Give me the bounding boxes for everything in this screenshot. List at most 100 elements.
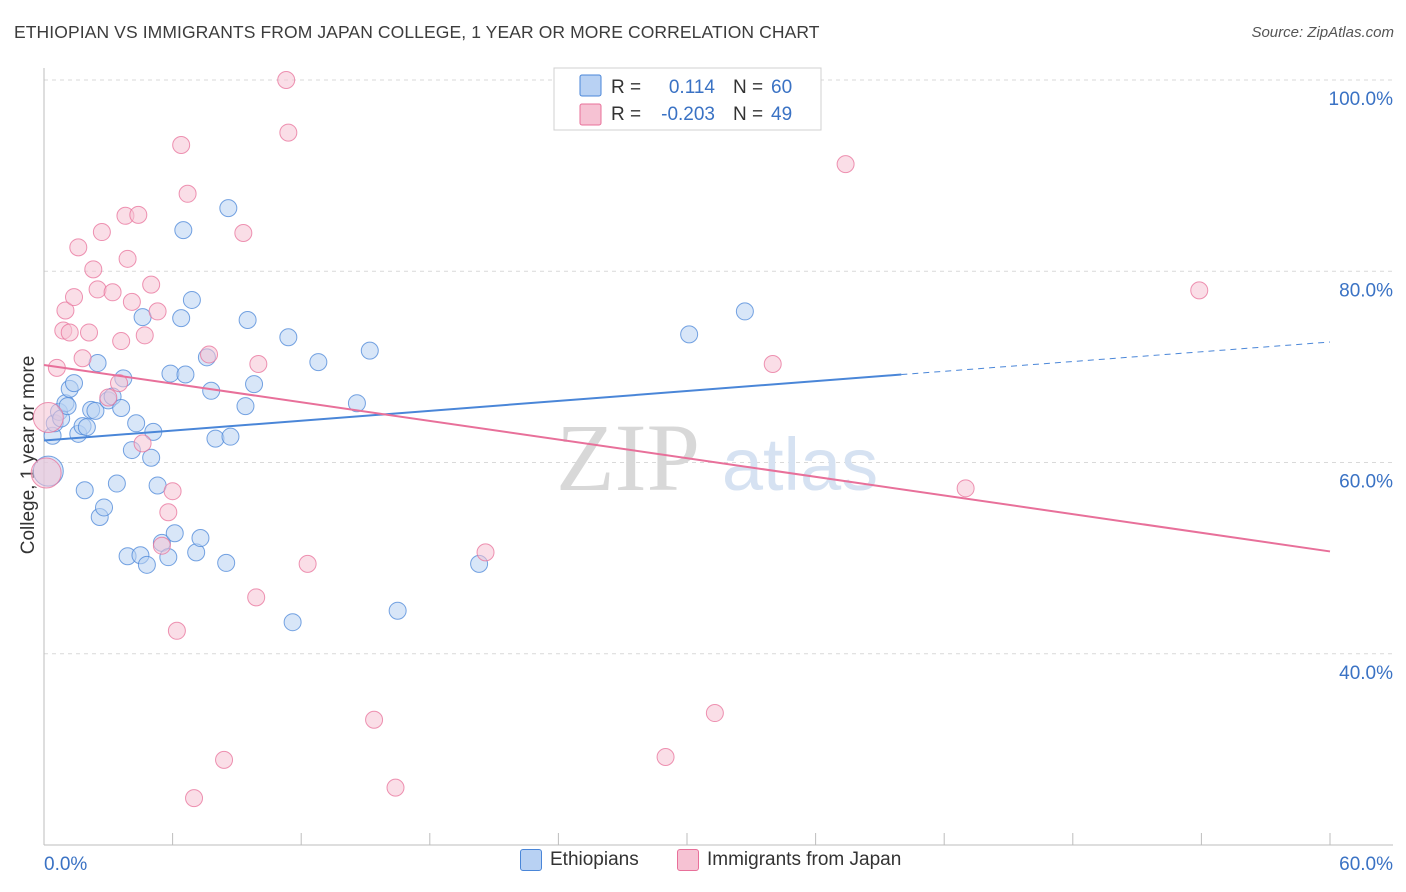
ethiopian-point [95, 498, 114, 517]
x-tick-label-max: 60.0% [1339, 854, 1393, 875]
japan-point [215, 750, 234, 769]
japan-point [167, 621, 186, 640]
ethiopian-point [245, 375, 264, 394]
japan-point [386, 778, 405, 797]
japan-point [279, 123, 298, 142]
ethiopian-point [360, 341, 379, 360]
stats-box: R = 0.114 N = 60 R = -0.203 N = 49 [553, 67, 822, 131]
ethiopian-point [137, 555, 156, 574]
ethiopian-point [172, 309, 191, 328]
ethiopian-point [86, 401, 105, 420]
japan-point [159, 503, 178, 522]
japan-point [142, 275, 161, 294]
stats-n-label-pink: N = [733, 104, 763, 125]
legend-swatch-blue [520, 849, 542, 871]
japan-point [705, 704, 724, 723]
ethiopian-point [221, 427, 240, 446]
tick-labels: 40.0% 60.0% 80.0% 100.0% 0.0% 60.0% [44, 89, 1393, 875]
japan-point [73, 349, 92, 368]
japan-point [103, 283, 122, 302]
stats-n-label-blue: N = [733, 77, 763, 98]
japan-point [92, 223, 111, 242]
y-tick-label: 80.0% [1339, 280, 1393, 301]
ethiopian-point [309, 353, 328, 372]
ethiopian-point [148, 476, 167, 495]
ethiopian-point [206, 429, 225, 448]
japan-point [234, 224, 253, 242]
stats-n-value-pink: 49 [771, 104, 792, 125]
japan-point [1190, 281, 1209, 300]
japan-point [148, 302, 167, 321]
japan-point [88, 280, 107, 299]
ethiopian-point [174, 221, 193, 240]
ethiopian-point [347, 394, 366, 413]
japan-point [135, 326, 154, 345]
legend-label-japan: Immigrants from Japan [707, 849, 902, 870]
ethiopian-point [88, 354, 107, 373]
japan-point [200, 345, 219, 364]
japan-point [110, 374, 129, 393]
ethiopian-point [182, 290, 201, 309]
japan-point [56, 301, 75, 320]
japan-point [298, 554, 317, 573]
ethiopian-trendline [43, 373, 902, 442]
ethiopian-point [388, 601, 407, 620]
ethiopian-point [236, 397, 255, 416]
ethiopian-point [65, 374, 84, 393]
stats-r-label-blue: R = [611, 77, 641, 98]
japan-point [172, 136, 191, 155]
legend-label-ethiopians: Ethiopians [550, 849, 639, 870]
japan-trendline [43, 363, 1331, 553]
points-layer [30, 71, 1209, 808]
ethiopian-point [77, 418, 96, 437]
legend: Ethiopians Immigrants from Japan [0, 849, 1406, 879]
stats-r-value-pink: -0.203 [661, 104, 715, 125]
legend-swatch-pink [677, 849, 699, 871]
ethiopian-point [142, 448, 161, 467]
ethiopian-point [165, 524, 184, 543]
trend-layer [43, 341, 1331, 553]
ethiopian-point [735, 302, 754, 321]
japan-point [112, 332, 131, 351]
stats-swatch-pink [579, 103, 602, 126]
ethiopian-point [680, 325, 699, 344]
ethiopian-point [191, 529, 210, 548]
japan-point [836, 155, 855, 174]
japan-point [99, 388, 118, 407]
ethiopian-point [161, 364, 180, 383]
stats-swatch-blue [579, 74, 602, 97]
ethiopian-point [176, 365, 195, 384]
ethiopian-point [133, 308, 152, 327]
japan-point [118, 249, 137, 268]
japan-point [163, 482, 182, 501]
x-tick-label-min: 0.0% [44, 854, 87, 875]
ethiopian-point [279, 328, 298, 347]
ethiopian-trendline-extension [901, 341, 1331, 376]
japan-point [129, 205, 148, 224]
legend-item-ethiopians[interactable]: Ethiopians [520, 849, 639, 871]
japan-point [60, 323, 79, 342]
japan-point [956, 479, 975, 498]
japan-point [185, 789, 204, 808]
japan-point [84, 260, 103, 279]
japan-point [30, 457, 62, 489]
ethiopian-point [238, 311, 257, 330]
japan-point [656, 748, 675, 767]
japan-point [247, 588, 266, 607]
japan-point [65, 288, 84, 307]
source-label: Source: ZipAtlas.com [1251, 24, 1394, 41]
ethiopian-point [107, 474, 126, 493]
y-tick-label: 60.0% [1339, 472, 1393, 493]
y-tick-label: 100.0% [1329, 89, 1394, 110]
chart-title: ETHIOPIAN VS IMMIGRANTS FROM JAPAN COLLE… [14, 22, 820, 42]
japan-point [178, 184, 197, 203]
ethiopian-point [127, 414, 146, 433]
japan-point [476, 543, 495, 562]
watermark: ZIP atlas [556, 404, 878, 511]
ethiopian-point [219, 199, 238, 218]
japan-point [277, 71, 296, 89]
japan-point [249, 355, 268, 374]
legend-item-japan[interactable]: Immigrants from Japan [677, 849, 901, 871]
japan-point [152, 536, 171, 555]
